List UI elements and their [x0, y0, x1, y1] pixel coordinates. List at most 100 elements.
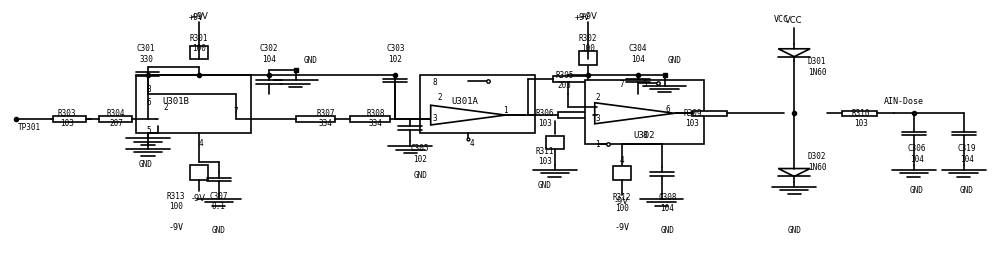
- Text: 7: 7: [233, 107, 238, 117]
- Text: R306: R306: [536, 109, 554, 118]
- Text: 102: 102: [413, 155, 427, 164]
- Text: C303: C303: [386, 44, 405, 53]
- Text: C307: C307: [210, 192, 228, 201]
- Bar: [842, 111, 877, 117]
- Text: 100: 100: [192, 44, 206, 53]
- Text: GND: GND: [212, 226, 226, 235]
- Text: GND: GND: [787, 226, 801, 235]
- Text: R308: R308: [366, 109, 385, 118]
- Text: GND: GND: [910, 186, 924, 196]
- Text: -9V: -9V: [615, 197, 629, 206]
- Text: R301: R301: [190, 34, 208, 43]
- Text: 334: 334: [319, 119, 332, 128]
- Text: 4: 4: [619, 156, 624, 165]
- Bar: [553, 76, 588, 82]
- Bar: [350, 116, 390, 122]
- Text: C301: C301: [137, 44, 155, 53]
- Text: R303: R303: [58, 109, 76, 118]
- Text: GND: GND: [538, 181, 552, 190]
- Bar: [613, 166, 631, 180]
- Bar: [420, 75, 535, 133]
- Bar: [692, 111, 727, 117]
- Text: 100: 100: [615, 203, 629, 213]
- Bar: [296, 116, 335, 122]
- Text: 103: 103: [538, 119, 552, 128]
- Text: 5: 5: [642, 80, 647, 89]
- Text: R309: R309: [683, 109, 702, 118]
- Text: VCC: VCC: [774, 15, 789, 24]
- Text: GND: GND: [668, 56, 681, 65]
- Text: -9V: -9V: [168, 223, 183, 232]
- Text: 5: 5: [147, 126, 151, 135]
- Text: R307: R307: [316, 109, 335, 118]
- Text: 104: 104: [631, 55, 645, 64]
- Text: 104: 104: [262, 55, 276, 64]
- Text: R302: R302: [579, 34, 597, 43]
- Text: +9V: +9V: [190, 12, 208, 21]
- Text: 207: 207: [109, 119, 123, 128]
- Text: GND: GND: [960, 186, 974, 196]
- Bar: [99, 116, 132, 122]
- Text: 2: 2: [164, 103, 168, 113]
- Text: 3: 3: [595, 114, 600, 123]
- Text: GND: GND: [304, 56, 317, 65]
- Text: 1: 1: [503, 106, 507, 115]
- Bar: [190, 165, 208, 180]
- Text: D302: D302: [808, 152, 826, 161]
- Text: 104: 104: [661, 203, 674, 213]
- Text: U301B: U301B: [162, 97, 189, 106]
- Bar: [546, 136, 564, 149]
- Bar: [190, 46, 208, 59]
- Text: 104: 104: [960, 155, 974, 164]
- Text: -9V: -9V: [614, 223, 629, 232]
- Text: 4: 4: [199, 139, 203, 148]
- Text: C308: C308: [658, 193, 677, 202]
- Bar: [585, 80, 704, 144]
- Text: -9V: -9V: [192, 194, 206, 202]
- Text: U302: U302: [634, 131, 655, 140]
- Text: 1N60: 1N60: [808, 163, 826, 172]
- Text: 3: 3: [433, 114, 437, 123]
- Text: R304: R304: [107, 109, 125, 118]
- Text: 103: 103: [686, 119, 699, 128]
- Text: 334: 334: [368, 119, 382, 128]
- Text: GND: GND: [139, 160, 153, 169]
- Text: C319: C319: [957, 144, 976, 153]
- Text: 102: 102: [388, 55, 402, 64]
- Text: 4: 4: [470, 139, 474, 148]
- Bar: [579, 51, 597, 65]
- Text: D301: D301: [808, 57, 826, 66]
- Text: 330: 330: [139, 55, 153, 64]
- Text: 100: 100: [169, 202, 183, 211]
- Text: 8: 8: [147, 85, 151, 94]
- Text: VCC: VCC: [785, 16, 803, 25]
- Text: 2: 2: [595, 93, 600, 102]
- Polygon shape: [778, 169, 810, 176]
- Text: 1N60: 1N60: [808, 68, 826, 77]
- Text: R311: R311: [536, 147, 554, 156]
- Text: 103: 103: [60, 119, 74, 128]
- Text: C302: C302: [259, 44, 278, 53]
- Text: 104: 104: [910, 155, 924, 164]
- Text: R310: R310: [852, 109, 870, 118]
- Bar: [53, 116, 86, 122]
- Polygon shape: [778, 49, 810, 57]
- Text: 2: 2: [438, 93, 442, 102]
- Text: R313: R313: [167, 192, 185, 201]
- Text: 6: 6: [147, 98, 151, 107]
- Text: TP301: TP301: [18, 123, 41, 132]
- Text: C306: C306: [908, 144, 926, 153]
- Text: 7: 7: [619, 80, 624, 89]
- Text: R305: R305: [556, 70, 574, 80]
- Text: 8: 8: [433, 78, 437, 88]
- Bar: [558, 113, 593, 118]
- Text: 103: 103: [538, 157, 552, 167]
- Text: 6: 6: [665, 105, 670, 114]
- Text: C304: C304: [628, 44, 647, 53]
- Text: U301A: U301A: [452, 97, 479, 106]
- Text: 0.1: 0.1: [212, 202, 226, 211]
- Text: 103: 103: [854, 119, 868, 128]
- Text: +9V: +9V: [188, 13, 203, 22]
- Text: 1: 1: [595, 140, 600, 149]
- Text: C305: C305: [411, 144, 429, 153]
